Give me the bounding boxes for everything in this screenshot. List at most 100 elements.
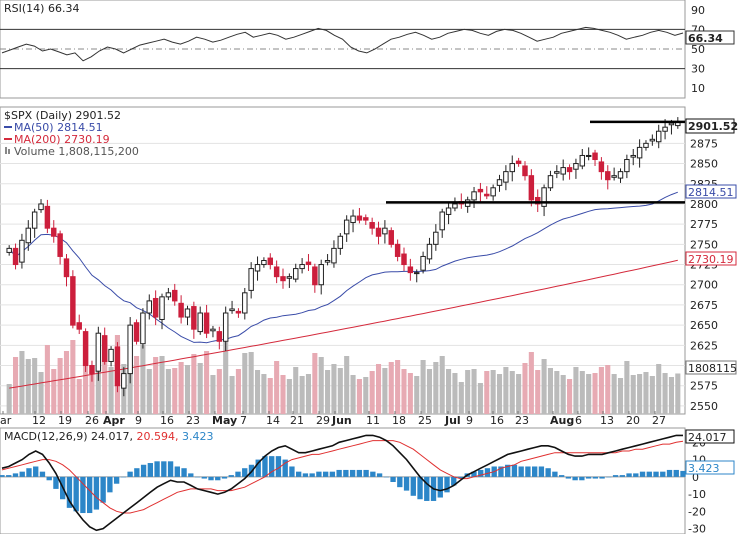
date-tick-label: Jun bbox=[331, 414, 352, 427]
macd-histogram-bar bbox=[390, 476, 396, 482]
macd-histogram-bar bbox=[572, 476, 578, 481]
macd-last-tag bbox=[685, 429, 735, 444]
macd-histogram-bar bbox=[93, 476, 100, 510]
macd-title: MACD(12,26,9) 24.017, 20.594, 3.423 bbox=[4, 430, 214, 443]
rsi-gridlines bbox=[0, 28, 685, 70]
price-tick-label: 2575 bbox=[690, 380, 718, 393]
volume-bar bbox=[13, 357, 19, 414]
macd-histogram-bar bbox=[403, 476, 410, 491]
volume-bar bbox=[414, 376, 420, 414]
volume-bar bbox=[611, 374, 617, 414]
candle bbox=[433, 224, 439, 251]
date-tick-label: 27 bbox=[652, 414, 666, 427]
volume-bar bbox=[38, 372, 44, 414]
macd-histogram-bar bbox=[26, 468, 32, 477]
ma200-last-value: 2730.19 bbox=[688, 253, 734, 266]
volume-bar bbox=[668, 377, 674, 414]
volume-bar bbox=[656, 364, 662, 414]
volume-legend-swatch-2 bbox=[8, 149, 10, 154]
candle bbox=[515, 157, 522, 167]
macd-histogram-bar bbox=[660, 471, 666, 477]
candle bbox=[407, 258, 414, 281]
macd-histogram-bar bbox=[181, 468, 187, 477]
candle bbox=[25, 220, 32, 251]
candle bbox=[44, 199, 51, 234]
candle bbox=[127, 317, 133, 384]
candle bbox=[101, 327, 108, 365]
candle bbox=[592, 149, 598, 166]
macd-histogram-bar bbox=[376, 473, 383, 477]
volume-bar bbox=[140, 345, 146, 414]
candle bbox=[242, 287, 248, 320]
macd-histogram-bar bbox=[356, 469, 363, 477]
volume-bar bbox=[197, 363, 203, 414]
macd-histogram-bar bbox=[80, 476, 86, 514]
date-tick-label: 6 bbox=[575, 414, 582, 427]
macd-histogram-bar bbox=[66, 476, 73, 508]
ma50-last-value: 2814.51 bbox=[688, 186, 734, 199]
date-tick-label: 23 bbox=[186, 414, 200, 427]
volume-bar bbox=[229, 376, 235, 414]
macd-histogram-bar bbox=[397, 476, 403, 488]
volume-bar bbox=[573, 367, 579, 414]
macd-histogram-bar bbox=[619, 475, 625, 477]
macd-histogram-bar bbox=[437, 476, 443, 498]
candle bbox=[566, 164, 573, 180]
date-tick-label: 19 bbox=[58, 414, 72, 427]
candle bbox=[229, 300, 235, 314]
candle bbox=[203, 304, 210, 339]
macd-histogram-bar bbox=[120, 476, 127, 478]
volume-bar bbox=[395, 360, 401, 414]
date-tick-label: 14 bbox=[266, 414, 280, 427]
macd-histogram-bar bbox=[424, 476, 430, 501]
candle bbox=[343, 215, 350, 242]
volume-bar bbox=[63, 351, 70, 414]
volume-bar bbox=[312, 353, 318, 414]
volume-bar bbox=[375, 364, 382, 414]
candle bbox=[496, 174, 503, 192]
volume-bar bbox=[274, 361, 280, 414]
candle bbox=[82, 328, 89, 372]
volume-bar bbox=[471, 369, 477, 414]
volume-bar bbox=[146, 369, 152, 414]
volume-bar bbox=[503, 367, 509, 414]
candle bbox=[299, 258, 305, 274]
candle bbox=[547, 170, 554, 192]
volume-bar bbox=[446, 369, 452, 414]
volume-bar bbox=[318, 357, 324, 414]
volume-bar bbox=[598, 367, 604, 414]
candle bbox=[624, 154, 630, 179]
candle bbox=[159, 293, 165, 330]
candle bbox=[280, 268, 286, 289]
volume-bar bbox=[643, 372, 649, 414]
volume-bar bbox=[509, 371, 515, 414]
volume-bar bbox=[293, 367, 299, 414]
volume-bar bbox=[325, 370, 331, 414]
macd-histogram-bar bbox=[343, 469, 349, 477]
macd-histogram-bar bbox=[262, 456, 268, 477]
volume-bar bbox=[496, 374, 503, 414]
macd-histogram-bar bbox=[349, 469, 356, 477]
volume-bar bbox=[299, 376, 305, 414]
macd-histogram-bar bbox=[19, 471, 25, 477]
macd-histogram-bar bbox=[471, 471, 477, 477]
volume-bar bbox=[560, 375, 566, 414]
volume-bar bbox=[248, 352, 254, 414]
candle bbox=[528, 169, 535, 207]
volume-bar bbox=[267, 378, 273, 414]
volume-bar bbox=[165, 369, 171, 414]
candle bbox=[165, 287, 172, 301]
macd-histogram-bar bbox=[107, 476, 113, 493]
macd-title-prefix: MACD(12,26,9) 24.017, bbox=[4, 430, 137, 443]
volume-bar bbox=[420, 360, 426, 414]
rsi-last-value: 66.34 bbox=[688, 32, 723, 45]
candle bbox=[254, 256, 261, 281]
hist-last-tag bbox=[685, 460, 735, 475]
macd-histogram-bar bbox=[235, 471, 241, 477]
candle bbox=[19, 233, 25, 269]
volume-bar bbox=[184, 365, 191, 414]
volume-bar bbox=[108, 367, 114, 414]
candle bbox=[554, 165, 560, 179]
